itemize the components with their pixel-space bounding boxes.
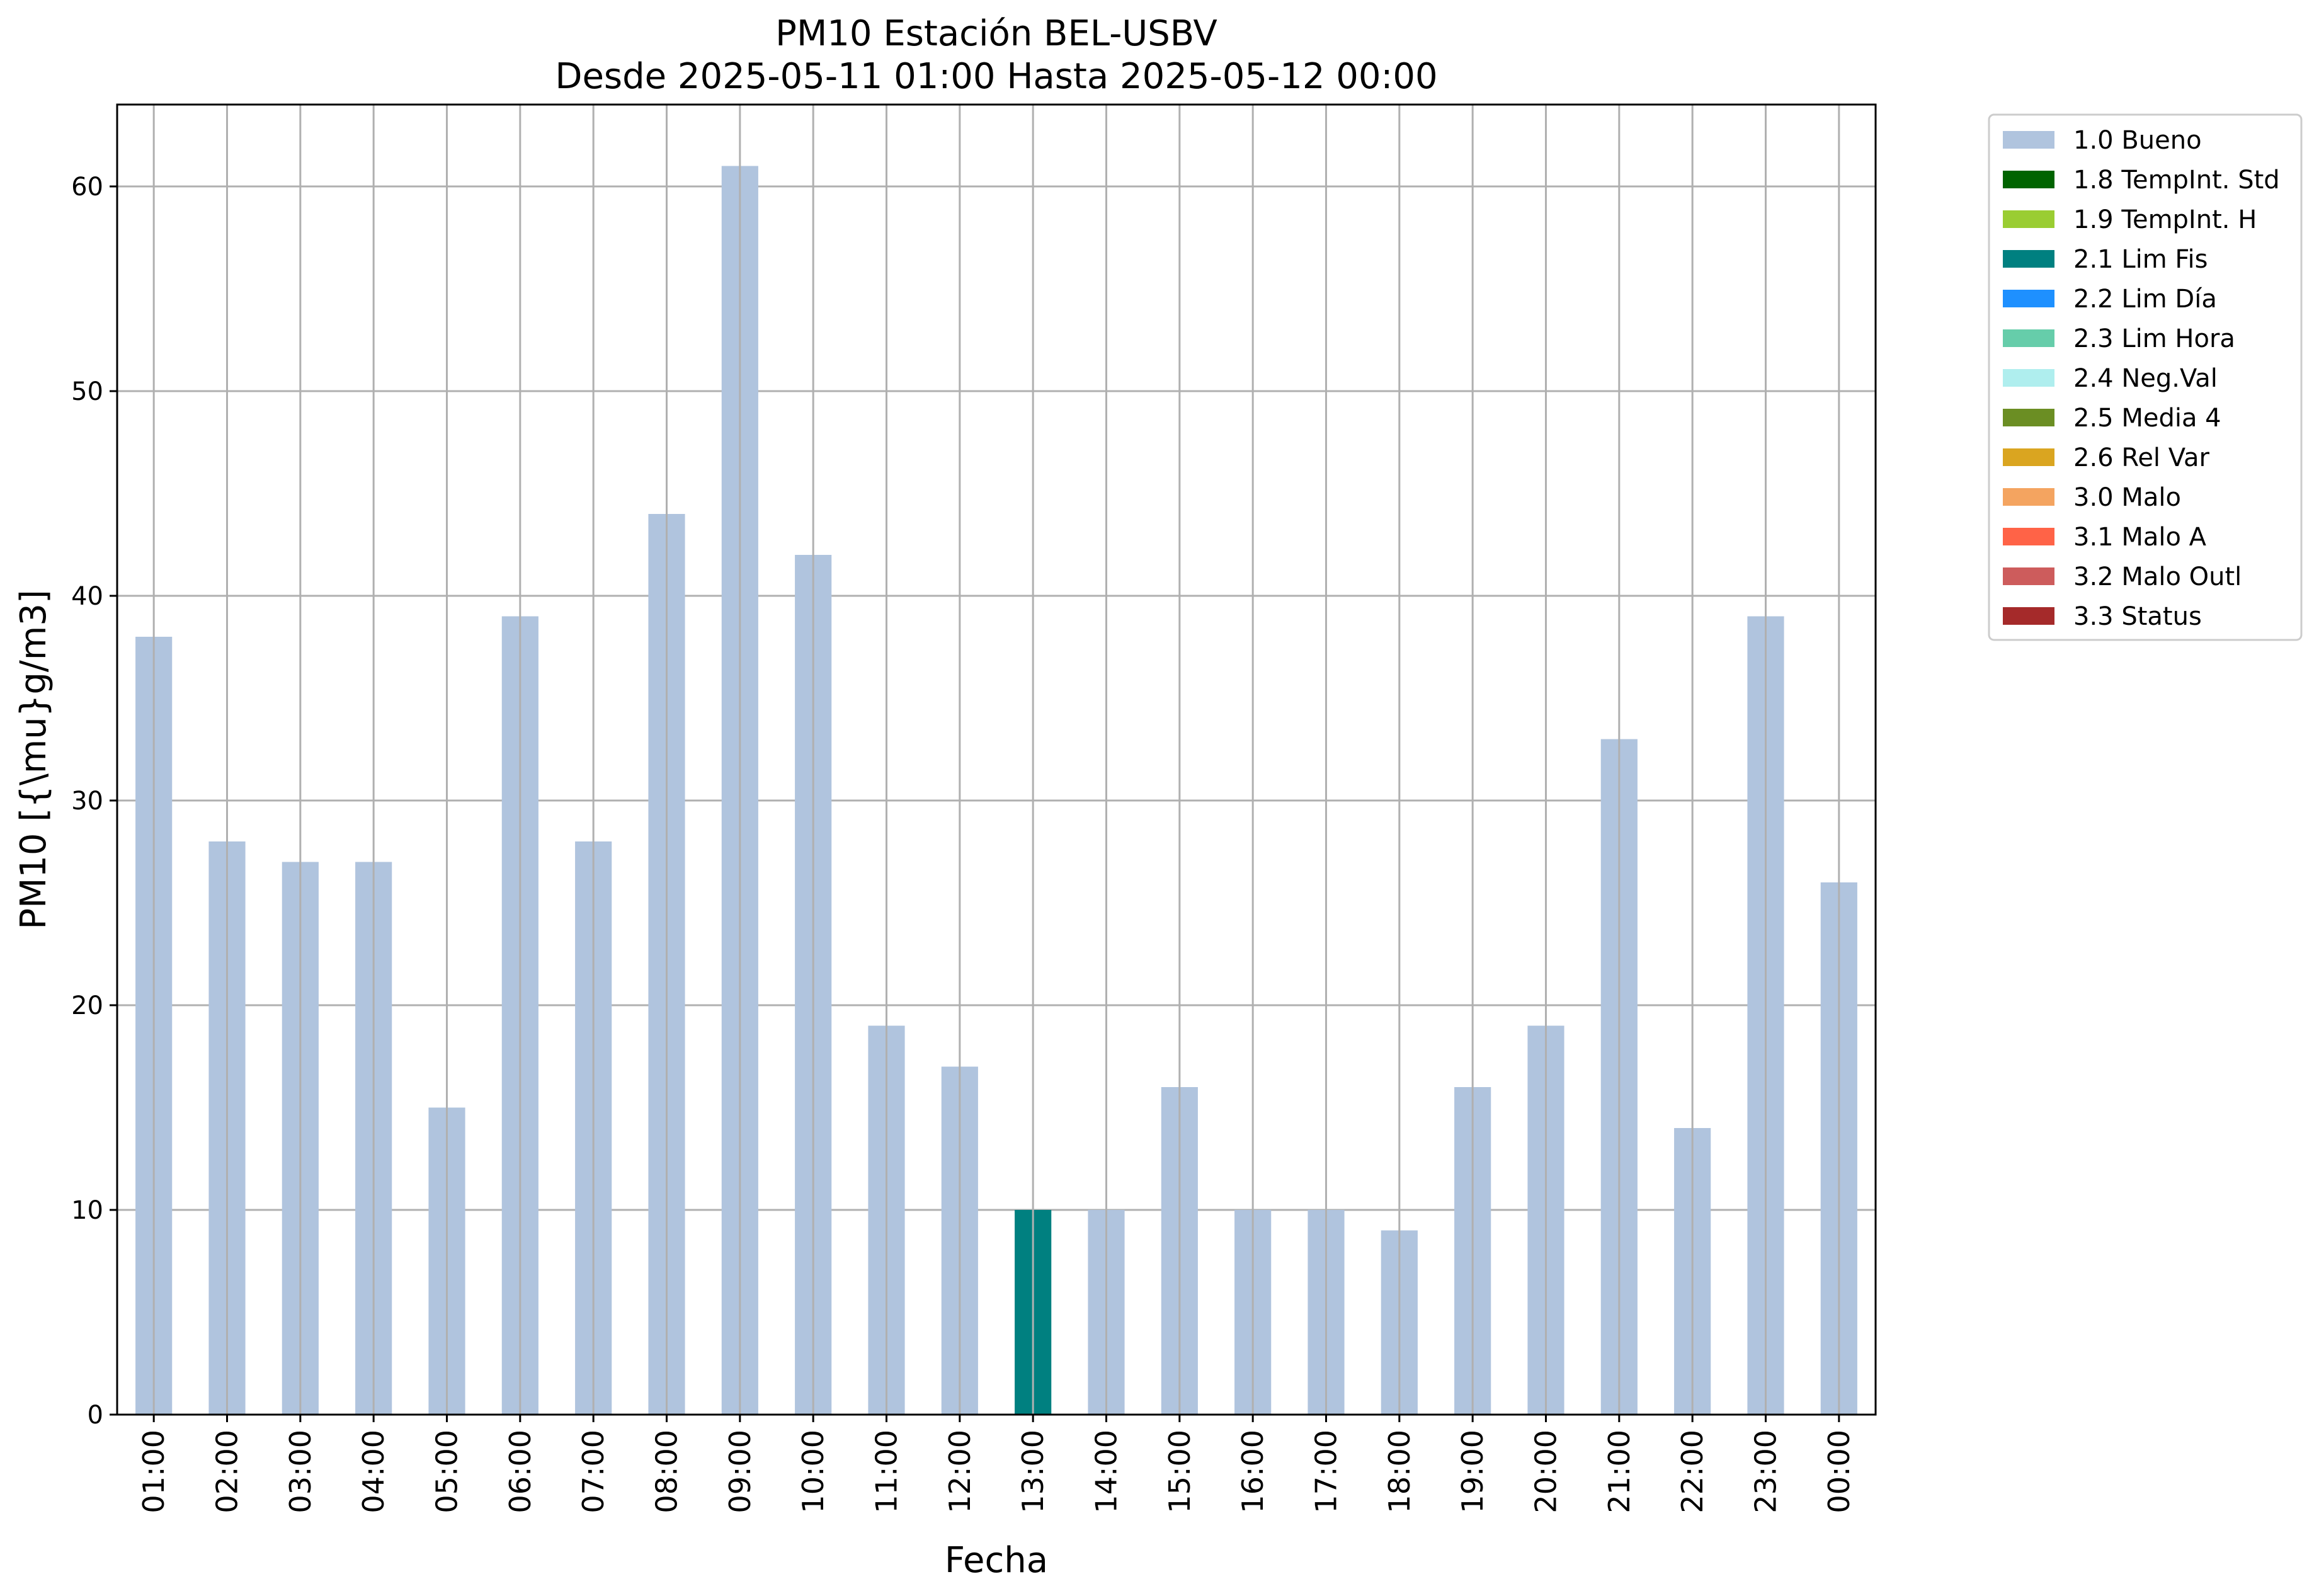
legend-label: 2.2 Lim Día [2073,285,2217,314]
legend: 1.0 Bueno 1.8 TempInt. Std 1.9 TempInt. H 2… [1988,113,2303,641]
legend-swatch [2003,488,2054,506]
legend-label: 2.3 Lim Hora [2073,324,2235,353]
x-tick-label: 02:00 [210,1430,244,1513]
legend-swatch [2003,171,2054,188]
x-tick-label: 23:00 [1749,1430,1783,1513]
chart-title: PM10 Estación BEL-USBV Desde 2025-05-11 … [555,13,1437,97]
legend-label: 2.1 Lim Fis [2073,245,2208,274]
legend-swatch [2003,369,2054,387]
x-tick-label: 04:00 [356,1430,390,1513]
legend-label: 3.0 Malo [2073,483,2181,512]
y-tick-label: 0 [88,1401,103,1430]
legend-items: 1.0 Bueno 1.8 TempInt. Std 1.9 TempInt. H 2… [2003,126,2280,631]
legend-label: 1.9 TempInt. H [2073,205,2257,234]
legend-label: 3.3 Status [2073,602,2202,631]
x-tick-label: 19:00 [1456,1430,1490,1513]
x-tick-label: 05:00 [430,1430,464,1513]
legend-label: 1.0 Bueno [2073,126,2202,155]
x-tick-label: 12:00 [943,1430,977,1513]
x-tick-label: 00:00 [1822,1430,1856,1513]
legend-swatch [2003,131,2054,149]
x-tick-label: 17:00 [1309,1430,1343,1513]
legend-frame [1988,113,2303,641]
legend-swatch [2003,567,2054,585]
y-tick-label: 30 [71,787,103,816]
x-tick-label: 10:00 [796,1430,830,1513]
grid-lines [117,185,1876,1416]
legend-label: 3.1 Malo A [2073,523,2207,552]
x-axis-ticks: 01:00 02:00 03:00 04:00 05:00 06:00 07:00 08:00… [137,1415,1856,1513]
x-tick-label: 13:00 [1016,1430,1050,1513]
x-tick-label: 08:00 [650,1430,684,1513]
y-tick-label: 20 [71,991,103,1020]
y-tick-label: 40 [71,582,103,611]
x-tick-label: 03:00 [283,1430,317,1513]
x-tick-label: 16:00 [1236,1430,1270,1513]
legend-swatch [2003,448,2054,466]
bars [135,166,1857,1415]
chart-title-line-1: PM10 Estación BEL-USBV [775,13,1217,54]
y-tick-label: 50 [71,377,103,406]
legend-swatch [2003,290,2054,307]
y-tick-label: 10 [71,1196,103,1225]
x-tick-label: 22:00 [1675,1430,1709,1513]
legend-swatch [2003,607,2054,625]
y-axis-ticks: 0 10 20 30 40 50 60 [71,173,117,1430]
legend-swatch [2003,210,2054,228]
vertical-grid-lines [152,105,1840,1415]
x-tick-label: 20:00 [1529,1430,1563,1513]
x-tick-label: 21:00 [1602,1430,1636,1513]
plot-area-frame [116,103,1877,1416]
legend-label: 2.5 Media 4 [2073,404,2221,433]
legend-label: 1.8 TempInt. Std [2073,166,2280,195]
x-tick-label: 07:00 [576,1430,610,1513]
chart-title-line-2: Desde 2025-05-11 01:00 Hasta 2025-05-12 … [555,56,1437,97]
legend-swatch [2003,528,2054,545]
x-tick-label: 06:00 [503,1430,537,1513]
x-tick-label: 18:00 [1382,1430,1416,1513]
x-axis-label: Fecha [945,1540,1048,1581]
x-tick-label: 09:00 [723,1430,757,1513]
x-tick-label: 15:00 [1163,1430,1197,1513]
legend-label: 2.6 Rel Var [2073,443,2210,472]
legend-swatch [2003,329,2054,347]
y-tick-label: 60 [71,173,103,202]
legend-label: 2.4 Neg.Val [2073,364,2218,393]
x-tick-label: 01:00 [137,1430,171,1513]
y-axis-label: PM10 [{\mu}g/m3] [13,590,54,930]
legend-swatch [2003,409,2054,426]
x-tick-label: 11:00 [870,1430,904,1513]
legend-label: 3.2 Malo Outl [2073,562,2242,591]
legend-swatch [2003,250,2054,268]
x-tick-label: 14:00 [1090,1430,1124,1513]
